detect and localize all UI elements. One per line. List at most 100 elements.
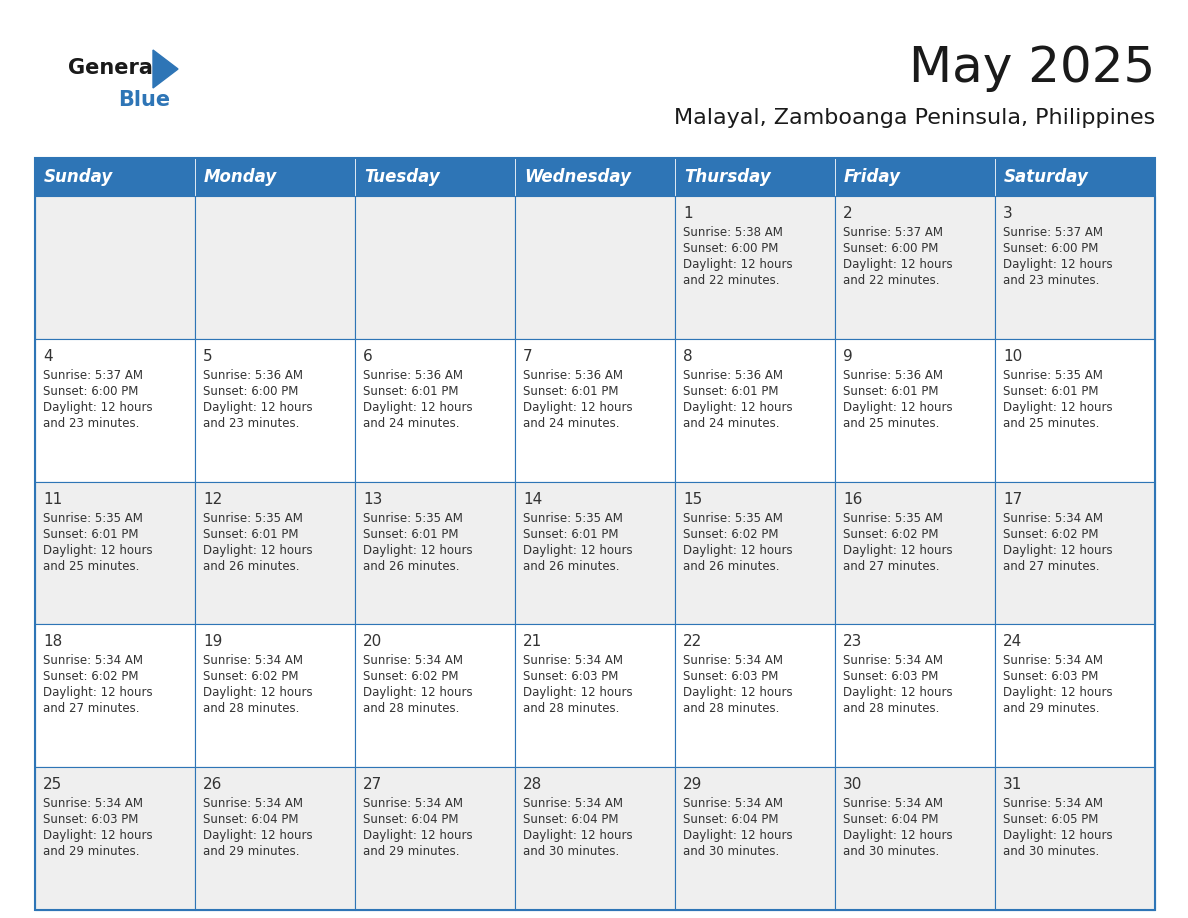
Bar — [675, 624, 835, 767]
Text: Daylight: 12 hours: Daylight: 12 hours — [43, 687, 152, 700]
Text: Daylight: 12 hours: Daylight: 12 hours — [843, 401, 953, 414]
Text: Monday: Monday — [204, 168, 277, 186]
Text: Sunset: 6:04 PM: Sunset: 6:04 PM — [364, 813, 459, 826]
Text: Blue: Blue — [118, 90, 170, 110]
Text: 25: 25 — [43, 778, 62, 792]
Text: Daylight: 12 hours: Daylight: 12 hours — [683, 543, 792, 556]
Bar — [195, 482, 355, 624]
Text: Sunrise: 5:38 AM: Sunrise: 5:38 AM — [683, 226, 783, 239]
Text: 24: 24 — [1003, 634, 1022, 649]
Text: 27: 27 — [364, 778, 383, 792]
Polygon shape — [153, 50, 178, 88]
Text: Tuesday: Tuesday — [364, 168, 440, 186]
Bar — [516, 158, 675, 196]
Text: Daylight: 12 hours: Daylight: 12 hours — [523, 829, 633, 842]
Text: Sunset: 6:04 PM: Sunset: 6:04 PM — [523, 813, 619, 826]
Text: Sunrise: 5:35 AM: Sunrise: 5:35 AM — [203, 511, 303, 524]
Text: 13: 13 — [364, 492, 383, 507]
Text: Daylight: 12 hours: Daylight: 12 hours — [1003, 829, 1113, 842]
Bar — [34, 158, 195, 196]
Bar — [516, 196, 675, 339]
Text: Sunset: 6:02 PM: Sunset: 6:02 PM — [364, 670, 459, 683]
Text: and 28 minutes.: and 28 minutes. — [203, 702, 299, 715]
Text: Daylight: 12 hours: Daylight: 12 hours — [843, 687, 953, 700]
Text: Daylight: 12 hours: Daylight: 12 hours — [203, 401, 312, 414]
Bar — [34, 339, 195, 482]
Text: Thursday: Thursday — [684, 168, 771, 186]
Text: 12: 12 — [203, 492, 222, 507]
Text: and 28 minutes.: and 28 minutes. — [364, 702, 460, 715]
Bar — [835, 482, 996, 624]
Text: Sunset: 6:02 PM: Sunset: 6:02 PM — [683, 528, 778, 541]
Text: Sunset: 6:01 PM: Sunset: 6:01 PM — [843, 385, 939, 397]
Bar — [996, 339, 1155, 482]
Text: Sunset: 6:01 PM: Sunset: 6:01 PM — [1003, 385, 1099, 397]
Text: and 29 minutes.: and 29 minutes. — [364, 845, 460, 858]
Text: Sunset: 6:02 PM: Sunset: 6:02 PM — [843, 528, 939, 541]
Text: Sunset: 6:02 PM: Sunset: 6:02 PM — [203, 670, 298, 683]
Text: Daylight: 12 hours: Daylight: 12 hours — [843, 543, 953, 556]
Text: Sunrise: 5:35 AM: Sunrise: 5:35 AM — [683, 511, 783, 524]
Bar — [675, 767, 835, 910]
Text: Sunrise: 5:35 AM: Sunrise: 5:35 AM — [523, 511, 623, 524]
Bar — [996, 196, 1155, 339]
Text: Sunset: 6:00 PM: Sunset: 6:00 PM — [843, 242, 939, 255]
Text: and 30 minutes.: and 30 minutes. — [1003, 845, 1099, 858]
Bar — [996, 767, 1155, 910]
Text: Sunrise: 5:34 AM: Sunrise: 5:34 AM — [364, 655, 463, 667]
Bar — [996, 624, 1155, 767]
Bar — [835, 624, 996, 767]
Text: 11: 11 — [43, 492, 62, 507]
Text: Sunset: 6:02 PM: Sunset: 6:02 PM — [1003, 528, 1099, 541]
Bar — [355, 196, 516, 339]
Text: and 23 minutes.: and 23 minutes. — [43, 417, 139, 430]
Bar — [195, 624, 355, 767]
Text: Daylight: 12 hours: Daylight: 12 hours — [364, 829, 473, 842]
Text: 2: 2 — [843, 206, 853, 221]
Text: Sunset: 6:03 PM: Sunset: 6:03 PM — [523, 670, 619, 683]
Text: and 28 minutes.: and 28 minutes. — [683, 702, 779, 715]
Text: Daylight: 12 hours: Daylight: 12 hours — [203, 687, 312, 700]
Text: Sunday: Sunday — [44, 168, 113, 186]
Bar — [195, 196, 355, 339]
Text: and 25 minutes.: and 25 minutes. — [843, 417, 940, 430]
Text: Daylight: 12 hours: Daylight: 12 hours — [843, 258, 953, 271]
Text: 22: 22 — [683, 634, 702, 649]
Text: Sunrise: 5:36 AM: Sunrise: 5:36 AM — [203, 369, 303, 382]
Text: and 30 minutes.: and 30 minutes. — [843, 845, 940, 858]
Bar — [996, 158, 1155, 196]
Text: Sunset: 6:01 PM: Sunset: 6:01 PM — [364, 528, 459, 541]
Bar — [195, 158, 355, 196]
Text: 15: 15 — [683, 492, 702, 507]
Bar — [996, 482, 1155, 624]
Text: Daylight: 12 hours: Daylight: 12 hours — [843, 829, 953, 842]
Text: and 29 minutes.: and 29 minutes. — [43, 845, 139, 858]
Bar — [195, 767, 355, 910]
Bar — [34, 196, 195, 339]
Text: Daylight: 12 hours: Daylight: 12 hours — [1003, 687, 1113, 700]
Text: and 24 minutes.: and 24 minutes. — [683, 417, 779, 430]
Text: 30: 30 — [843, 778, 862, 792]
Text: May 2025: May 2025 — [909, 44, 1155, 92]
Text: Sunset: 6:05 PM: Sunset: 6:05 PM — [1003, 813, 1099, 826]
Text: Sunset: 6:02 PM: Sunset: 6:02 PM — [43, 670, 139, 683]
Text: Daylight: 12 hours: Daylight: 12 hours — [43, 829, 152, 842]
Text: Sunrise: 5:34 AM: Sunrise: 5:34 AM — [683, 655, 783, 667]
Text: 1: 1 — [683, 206, 693, 221]
Bar — [516, 624, 675, 767]
Text: Sunset: 6:01 PM: Sunset: 6:01 PM — [683, 385, 778, 397]
Bar — [34, 624, 195, 767]
Text: 8: 8 — [683, 349, 693, 364]
Text: Daylight: 12 hours: Daylight: 12 hours — [683, 401, 792, 414]
Text: Sunset: 6:01 PM: Sunset: 6:01 PM — [364, 385, 459, 397]
Text: Daylight: 12 hours: Daylight: 12 hours — [523, 401, 633, 414]
Text: Sunrise: 5:35 AM: Sunrise: 5:35 AM — [843, 511, 943, 524]
Bar — [355, 767, 516, 910]
Text: Sunrise: 5:36 AM: Sunrise: 5:36 AM — [683, 369, 783, 382]
Text: and 28 minutes.: and 28 minutes. — [523, 702, 619, 715]
Text: Daylight: 12 hours: Daylight: 12 hours — [523, 543, 633, 556]
Text: Daylight: 12 hours: Daylight: 12 hours — [1003, 258, 1113, 271]
Bar — [675, 339, 835, 482]
Bar — [195, 339, 355, 482]
Text: 4: 4 — [43, 349, 52, 364]
